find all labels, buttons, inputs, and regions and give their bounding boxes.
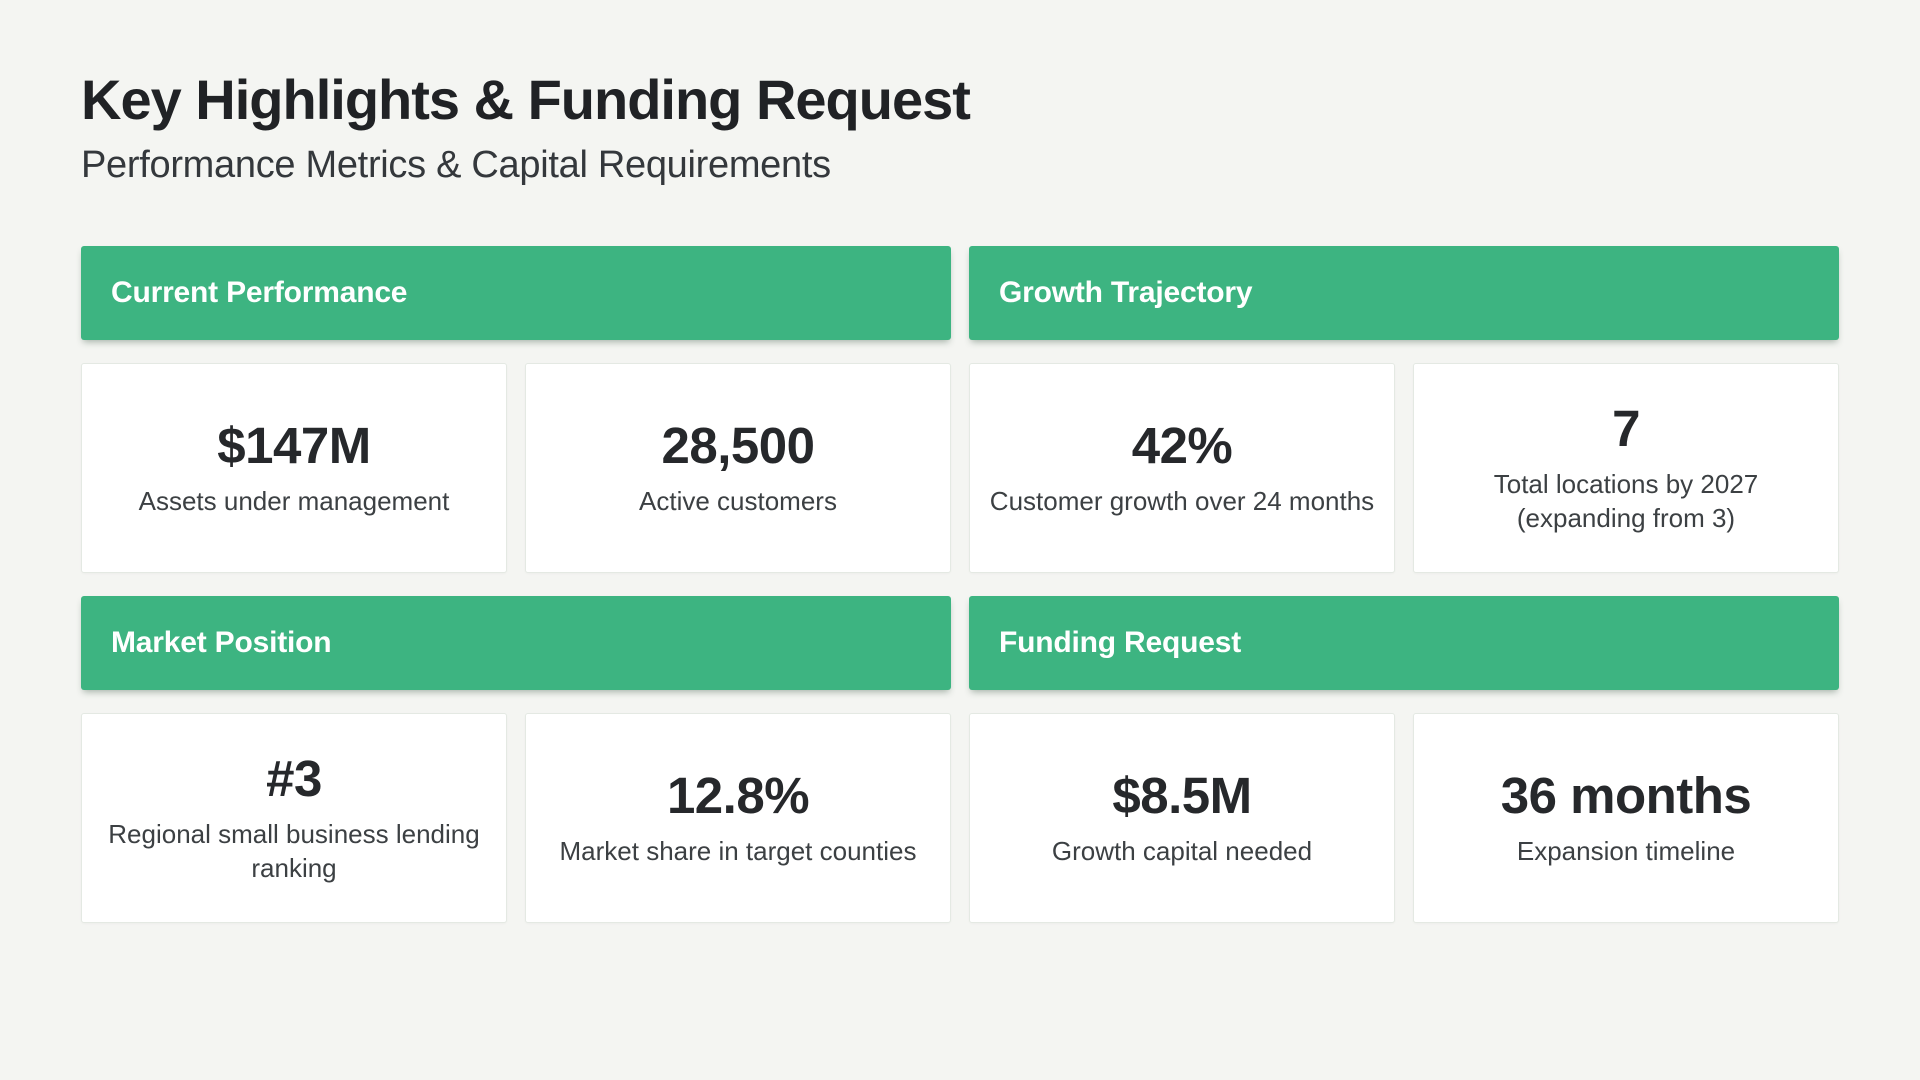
- cards-row: #3 Regional small business lending ranki…: [81, 713, 951, 924]
- metrics-grid: Current Performance $147M Assets under m…: [81, 246, 1839, 924]
- metric-value: 7: [1612, 400, 1640, 458]
- metric-card-total-locations: 7 Total locations by 2027 (expanding fro…: [1413, 363, 1839, 574]
- metric-label: Assets under management: [138, 486, 450, 516]
- metric-card-growth-capital: $8.5M Growth capital needed: [969, 713, 1395, 924]
- section-header-market-position: Market Position: [81, 596, 951, 691]
- cards-row: 42% Customer growth over 24 months 7 Tot…: [969, 363, 1839, 574]
- metric-value: #3: [266, 750, 322, 808]
- metric-label: Growth capital needed: [1051, 836, 1313, 866]
- section-header-label: Current Performance: [111, 276, 408, 310]
- section-header-funding-request: Funding Request: [969, 596, 1839, 691]
- metric-label: Regional small business lending ranking: [108, 819, 480, 883]
- metric-label: Market share in target counties: [559, 836, 917, 866]
- metric-value: 12.8%: [666, 767, 810, 825]
- metric-value: $8.5M: [1112, 767, 1252, 825]
- section-header-label: Funding Request: [999, 626, 1241, 660]
- metric-card-lending-ranking: #3 Regional small business lending ranki…: [81, 713, 507, 924]
- cards-row: $8.5M Growth capital needed 36 months Ex…: [969, 713, 1839, 924]
- cards-row: $147M Assets under management 28,500 Act…: [81, 363, 951, 574]
- metric-label: Total locations by 2027 (expanding from …: [1493, 469, 1759, 533]
- section-header-label: Market Position: [111, 626, 332, 660]
- section-header-growth-trajectory: Growth Trajectory: [969, 246, 1839, 341]
- metric-card-assets-under-management: $147M Assets under management: [81, 363, 507, 574]
- metric-label: Expansion timeline: [1516, 836, 1736, 866]
- metric-card-active-customers: 28,500 Active customers: [525, 363, 951, 574]
- metric-value: $147M: [217, 417, 371, 475]
- metric-card-market-share: 12.8% Market share in target counties: [525, 713, 951, 924]
- metric-card-customer-growth: 42% Customer growth over 24 months: [969, 363, 1395, 574]
- metric-label: Customer growth over 24 months: [989, 486, 1375, 516]
- section-current-performance: Current Performance $147M Assets under m…: [81, 246, 951, 574]
- section-header-current-performance: Current Performance: [81, 246, 951, 341]
- metric-value: 36 months: [1500, 767, 1752, 825]
- section-market-position: Market Position #3 Regional small busine…: [81, 596, 951, 924]
- metric-value: 42%: [1131, 417, 1233, 475]
- metric-value: 28,500: [661, 417, 816, 475]
- section-funding-request: Funding Request $8.5M Growth capital nee…: [969, 596, 1839, 924]
- metric-card-expansion-timeline: 36 months Expansion timeline: [1413, 713, 1839, 924]
- metric-label: Active customers: [639, 486, 837, 516]
- section-growth-trajectory: Growth Trajectory 42% Customer growth ov…: [969, 246, 1839, 574]
- section-header-label: Growth Trajectory: [999, 276, 1253, 310]
- page-subtitle: Performance Metrics & Capital Requiremen…: [81, 144, 831, 187]
- page-title: Key Highlights & Funding Request: [81, 68, 971, 131]
